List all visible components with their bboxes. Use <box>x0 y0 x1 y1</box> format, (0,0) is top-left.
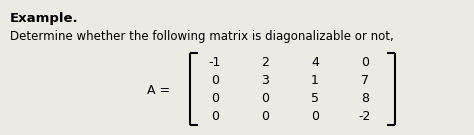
Text: 5: 5 <box>311 92 319 104</box>
Text: 0: 0 <box>261 109 269 122</box>
Text: 0: 0 <box>311 109 319 122</box>
Text: Determine whether the following matrix is diagonalizable or not,: Determine whether the following matrix i… <box>10 30 394 43</box>
Text: 0: 0 <box>261 92 269 104</box>
Text: 0: 0 <box>211 109 219 122</box>
Text: -1: -1 <box>209 55 221 68</box>
Text: 3: 3 <box>261 73 269 87</box>
Text: 0: 0 <box>361 55 369 68</box>
Text: 0: 0 <box>211 92 219 104</box>
Text: 2: 2 <box>261 55 269 68</box>
Text: 4: 4 <box>311 55 319 68</box>
Text: 8: 8 <box>361 92 369 104</box>
Text: -2: -2 <box>359 109 371 122</box>
Text: 1: 1 <box>311 73 319 87</box>
Text: A =: A = <box>147 84 170 97</box>
Text: 0: 0 <box>211 73 219 87</box>
Text: Example.: Example. <box>10 12 79 25</box>
Text: 7: 7 <box>361 73 369 87</box>
